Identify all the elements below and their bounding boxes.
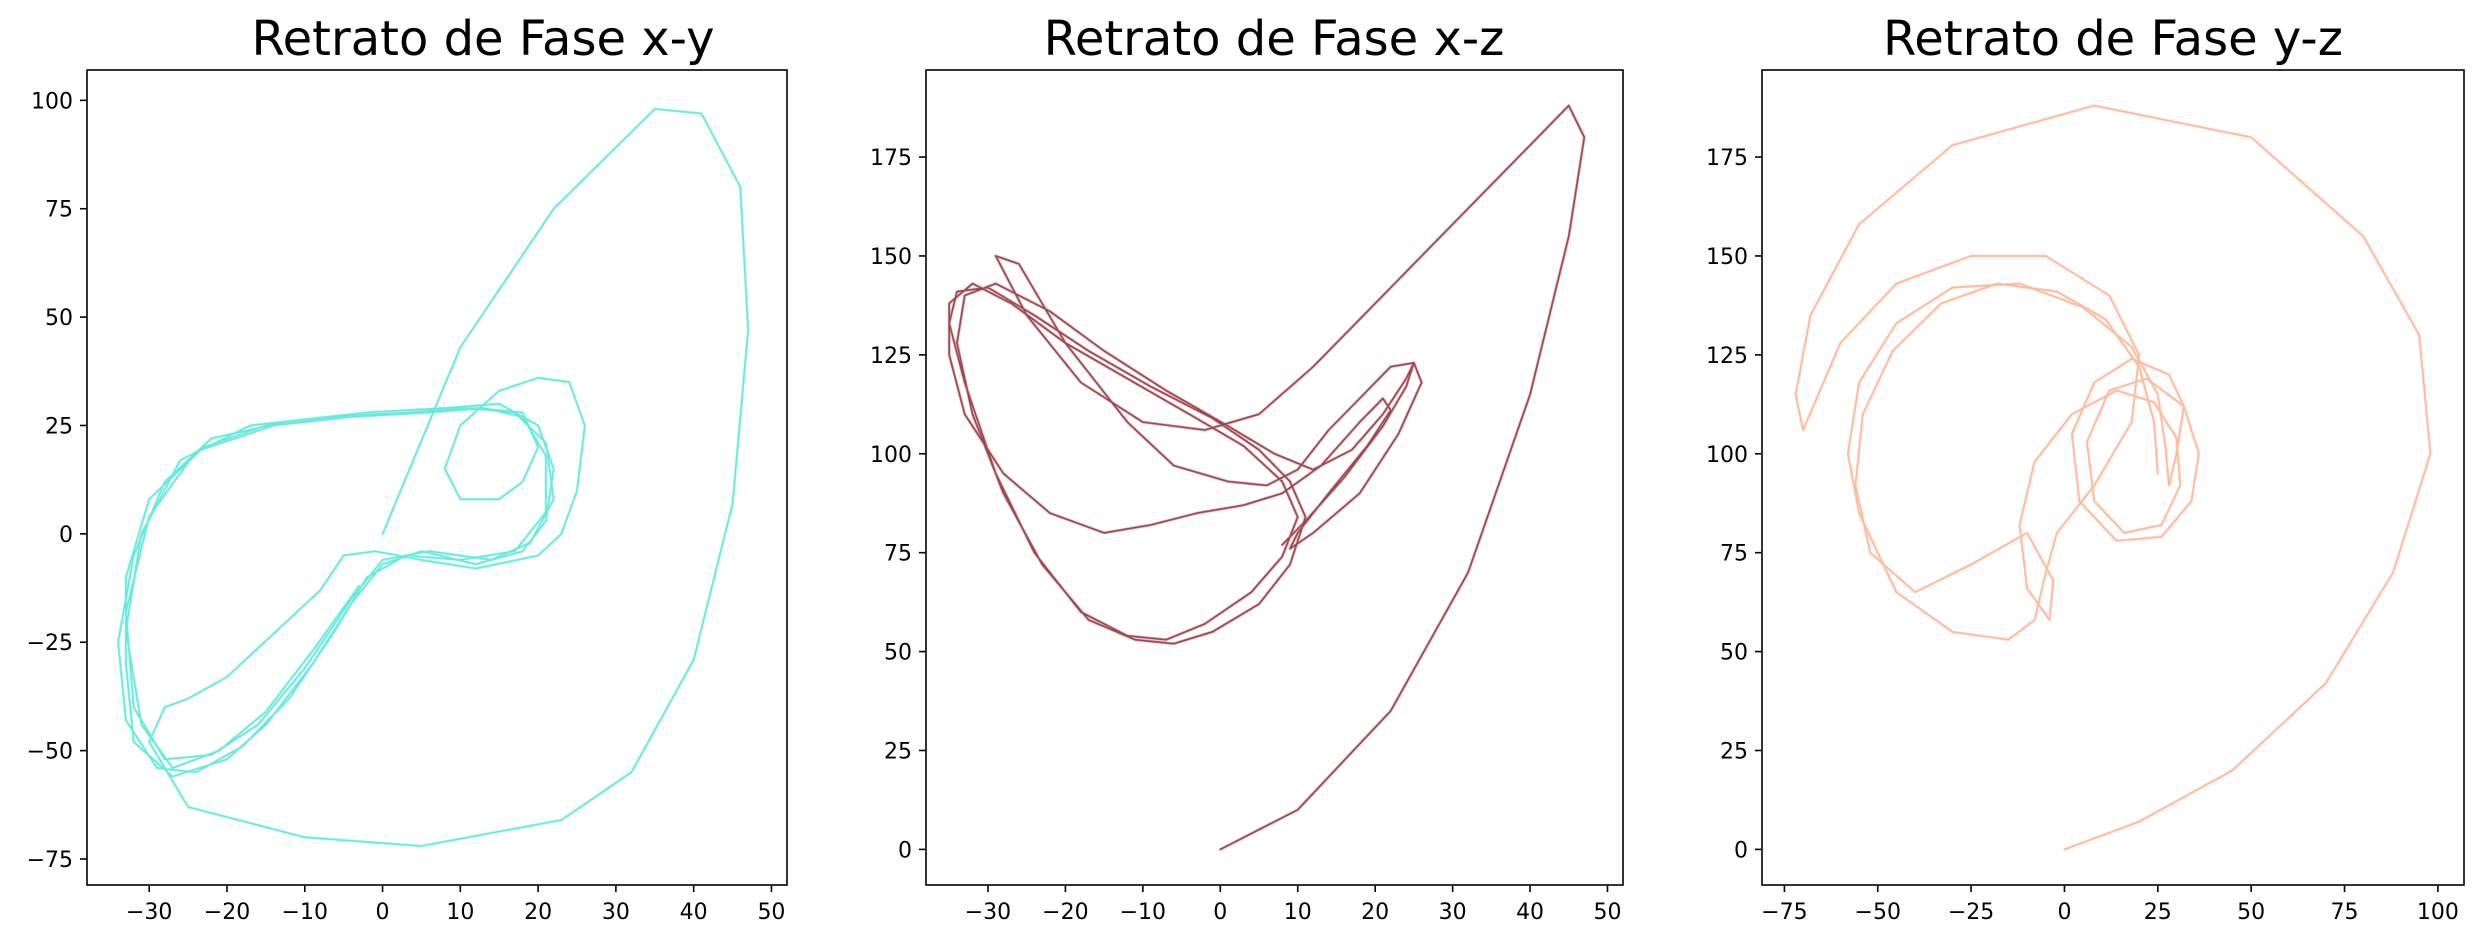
y-tick-label: −50 xyxy=(27,740,73,765)
x-tick-label: −25 xyxy=(1948,900,1994,925)
y-tick-label: 50 xyxy=(1720,641,1748,666)
y-tick-label: 125 xyxy=(1706,344,1748,369)
panel-xy: Retrato de Fase x-y −30 −20 −10 0 10 20 30 40 50… xyxy=(27,11,788,925)
x-tick-label: 25 xyxy=(2144,900,2172,925)
x-tick-label: 30 xyxy=(602,900,630,925)
y-tick-label: 50 xyxy=(884,641,912,666)
trajectory-yz xyxy=(1794,104,2432,851)
y-tick-label: 75 xyxy=(884,542,912,567)
y-axis-xz: 0 25 50 75 100 125 150 175 xyxy=(870,146,926,863)
y-tick-label: 100 xyxy=(1706,443,1748,468)
x-tick-label: 75 xyxy=(2331,900,2359,925)
x-tick-label: −30 xyxy=(965,900,1011,925)
y-tick-label: 150 xyxy=(1706,245,1748,270)
y-tick-label: 75 xyxy=(1720,542,1748,567)
y-tick-label: 0 xyxy=(59,523,73,548)
x-tick-label: 0 xyxy=(1213,900,1227,925)
chart-title-xy: Retrato de Fase x-y xyxy=(251,11,714,67)
x-tick-label: −75 xyxy=(1761,900,1807,925)
x-axis-yz: −75 −50 −25 0 25 50 75 100 xyxy=(1761,885,2459,925)
y-tick-label: 0 xyxy=(898,838,912,863)
x-tick-label: −20 xyxy=(204,900,250,925)
panel-xz: Retrato de Fase x-z −30 −20 −10 0 10 20 30 40 50… xyxy=(870,11,1624,925)
y-tick-label: 175 xyxy=(1706,146,1748,171)
plot-frame-xy xyxy=(86,69,788,886)
chart-title-xz: Retrato de Fase x-z xyxy=(1044,11,1505,67)
x-tick-label: 20 xyxy=(1361,900,1389,925)
x-axis-xy: −30 −20 −10 0 10 20 30 40 50 xyxy=(126,885,785,925)
trajectory-yz-overlay xyxy=(1794,104,2432,851)
plot-frame-yz xyxy=(1761,69,2465,886)
chart-title-yz: Retrato de Fase y-z xyxy=(1883,11,2343,67)
x-tick-label: 40 xyxy=(680,900,708,925)
y-tick-label: 150 xyxy=(870,245,912,270)
y-tick-label: −75 xyxy=(27,848,73,873)
x-tick-label: 0 xyxy=(376,900,390,925)
x-tick-label: 100 xyxy=(2417,900,2459,925)
y-axis-xy: −75 −50 −25 0 25 50 75 100 xyxy=(27,89,87,873)
y-tick-label: 50 xyxy=(45,306,73,331)
panel-yz: Retrato de Fase y-z −75 −50 −25 0 25 50 75 100 … xyxy=(1706,11,2465,925)
y-tick-label: 25 xyxy=(45,414,73,439)
y-tick-label: 25 xyxy=(884,739,912,764)
x-tick-label: 20 xyxy=(524,900,552,925)
y-tick-label: 25 xyxy=(1720,739,1748,764)
x-tick-label: 40 xyxy=(1516,900,1544,925)
trajectory-xz-overlay xyxy=(947,104,1586,851)
x-tick-label: −10 xyxy=(282,900,328,925)
x-tick-label: 30 xyxy=(1439,900,1467,925)
x-tick-label: 10 xyxy=(446,900,474,925)
x-tick-label: 50 xyxy=(2237,900,2265,925)
x-tick-label: −10 xyxy=(1120,900,1166,925)
x-tick-label: −20 xyxy=(1042,900,1088,925)
plot-frame-xz xyxy=(925,69,1624,886)
x-tick-label: 50 xyxy=(757,900,785,925)
y-tick-label: 100 xyxy=(870,443,912,468)
y-tick-label: 100 xyxy=(31,89,73,114)
x-tick-label: −50 xyxy=(1855,900,1901,925)
y-tick-label: 75 xyxy=(45,198,73,223)
y-tick-label: 175 xyxy=(870,146,912,171)
y-axis-yz: 0 25 50 75 100 125 150 175 xyxy=(1706,146,1762,863)
trajectory-xy xyxy=(117,108,749,847)
trajectory-xy-overlay xyxy=(116,107,750,848)
y-tick-label: 0 xyxy=(1734,838,1748,863)
y-tick-label: 125 xyxy=(870,344,912,369)
x-axis-xz: −30 −20 −10 0 10 20 30 40 50 xyxy=(965,885,1622,925)
x-tick-label: 50 xyxy=(1594,900,1622,925)
trajectory-xz xyxy=(948,104,1586,851)
x-tick-label: 0 xyxy=(2057,900,2071,925)
x-tick-label: −30 xyxy=(126,900,172,925)
y-tick-label: −25 xyxy=(27,631,73,656)
x-tick-label: 10 xyxy=(1284,900,1312,925)
